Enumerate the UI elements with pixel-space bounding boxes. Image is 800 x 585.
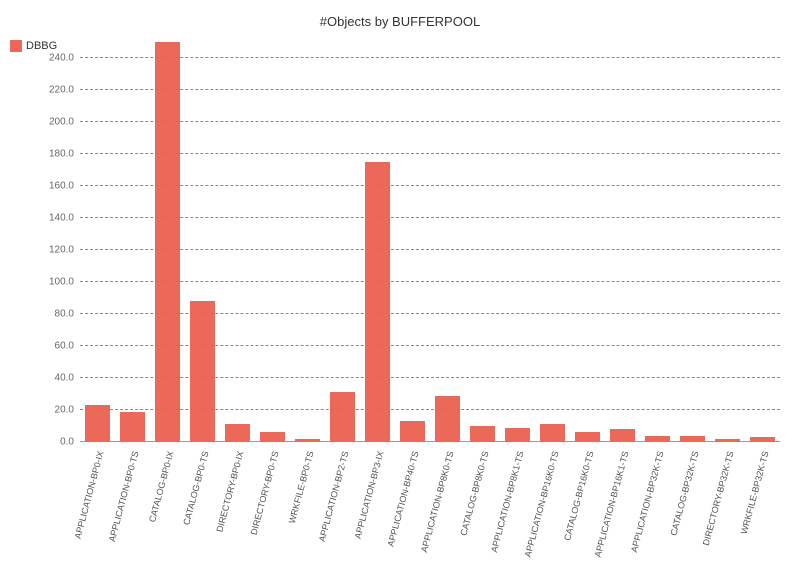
bar (190, 301, 215, 442)
x-tick-label: CATALOG-BP16K0-TS (562, 450, 596, 542)
bar (155, 42, 180, 442)
x-tick-label: CATALOG-BP32K-TS (668, 450, 700, 537)
bar (575, 432, 600, 442)
bar (85, 405, 110, 442)
x-tick-label: CATALOG-BP8K0-TS (458, 450, 490, 537)
bar (260, 432, 285, 442)
bar (715, 439, 740, 442)
y-tick-label: 140.0 (49, 213, 80, 224)
y-tick-label: 60.0 (55, 341, 80, 352)
y-tick-label: 100.0 (49, 277, 80, 288)
bar (505, 428, 530, 442)
x-tick-label: WRKFILE-BP32K-TS (738, 450, 770, 535)
x-tick-label: APPLICATION-BP3-IX (352, 450, 385, 540)
gridline (80, 409, 780, 410)
bar (750, 437, 775, 442)
x-tick-label: CATALOG-BP0-TS (181, 450, 210, 526)
bars-layer (80, 42, 780, 442)
legend-label: DBBG (26, 40, 57, 52)
x-tick-label: APPLICATION-BP0-TS (106, 450, 140, 543)
chart-title: #Objects by BUFFERPOOL (0, 0, 800, 33)
x-tick-label: APPLICATION-BP32K-TS (628, 450, 665, 553)
x-tick-label: APPLICATION-BP40-TS (385, 450, 420, 548)
gridline (80, 249, 780, 250)
bar (435, 396, 460, 442)
gridline (80, 121, 780, 122)
y-tick-label: 0.0 (60, 437, 80, 448)
y-tick-label: 80.0 (55, 309, 80, 320)
y-tick-label: 40.0 (55, 373, 80, 384)
y-tick-label: 240.0 (49, 53, 80, 64)
bar (295, 439, 320, 442)
legend-swatch (10, 40, 22, 52)
plot-area: 0.020.040.060.080.0100.0120.0140.0160.01… (80, 42, 780, 442)
gridline (80, 57, 780, 58)
y-tick-label: 220.0 (49, 85, 80, 96)
gridline (80, 153, 780, 154)
gridline (80, 217, 780, 218)
chart-container: #Objects by BUFFERPOOL DBBG 0.020.040.06… (0, 0, 800, 585)
x-tick-label: APPLICATION-BP0-IX (72, 450, 105, 540)
gridline (80, 345, 780, 346)
y-tick-label: 20.0 (55, 405, 80, 416)
gridline (80, 281, 780, 282)
gridline (80, 89, 780, 90)
legend: DBBG (10, 40, 57, 52)
bar (540, 424, 565, 442)
y-tick-label: 160.0 (49, 181, 80, 192)
bar (645, 436, 670, 442)
bar (610, 429, 635, 442)
gridline (80, 377, 780, 378)
bar (330, 392, 355, 442)
x-tick-label: DIRECTORY-BP0-IX (214, 450, 245, 533)
bar (365, 162, 390, 442)
gridline (80, 313, 780, 314)
x-tick-label: APPLICATION-BP16K1-TS (592, 450, 630, 558)
x-tick-label: WRKFILE-BP0-TS (286, 450, 315, 525)
bar (400, 421, 425, 442)
x-tick-label: DIRECTORY-BP0-TS (248, 450, 280, 536)
bar (225, 424, 250, 442)
bar (470, 426, 495, 442)
bar (680, 436, 705, 442)
x-tick-label: APPLICATION-BP8K0-TS (418, 450, 455, 553)
y-tick-label: 180.0 (49, 149, 80, 160)
gridline (80, 185, 780, 186)
x-tick-label: DIRECTORY-BP32K-TS (700, 450, 735, 547)
y-tick-label: 200.0 (49, 117, 80, 128)
bar (120, 412, 145, 442)
x-tick-label: APPLICATION-BP2-TS (316, 450, 350, 543)
x-tick-label: APPLICATION-BP8K1-TS (488, 450, 525, 553)
x-tick-label: APPLICATION-BP16K0-TS (522, 450, 560, 558)
x-tick-label: CATALOG-BP0-IX (147, 450, 176, 523)
y-tick-label: 120.0 (49, 245, 80, 256)
